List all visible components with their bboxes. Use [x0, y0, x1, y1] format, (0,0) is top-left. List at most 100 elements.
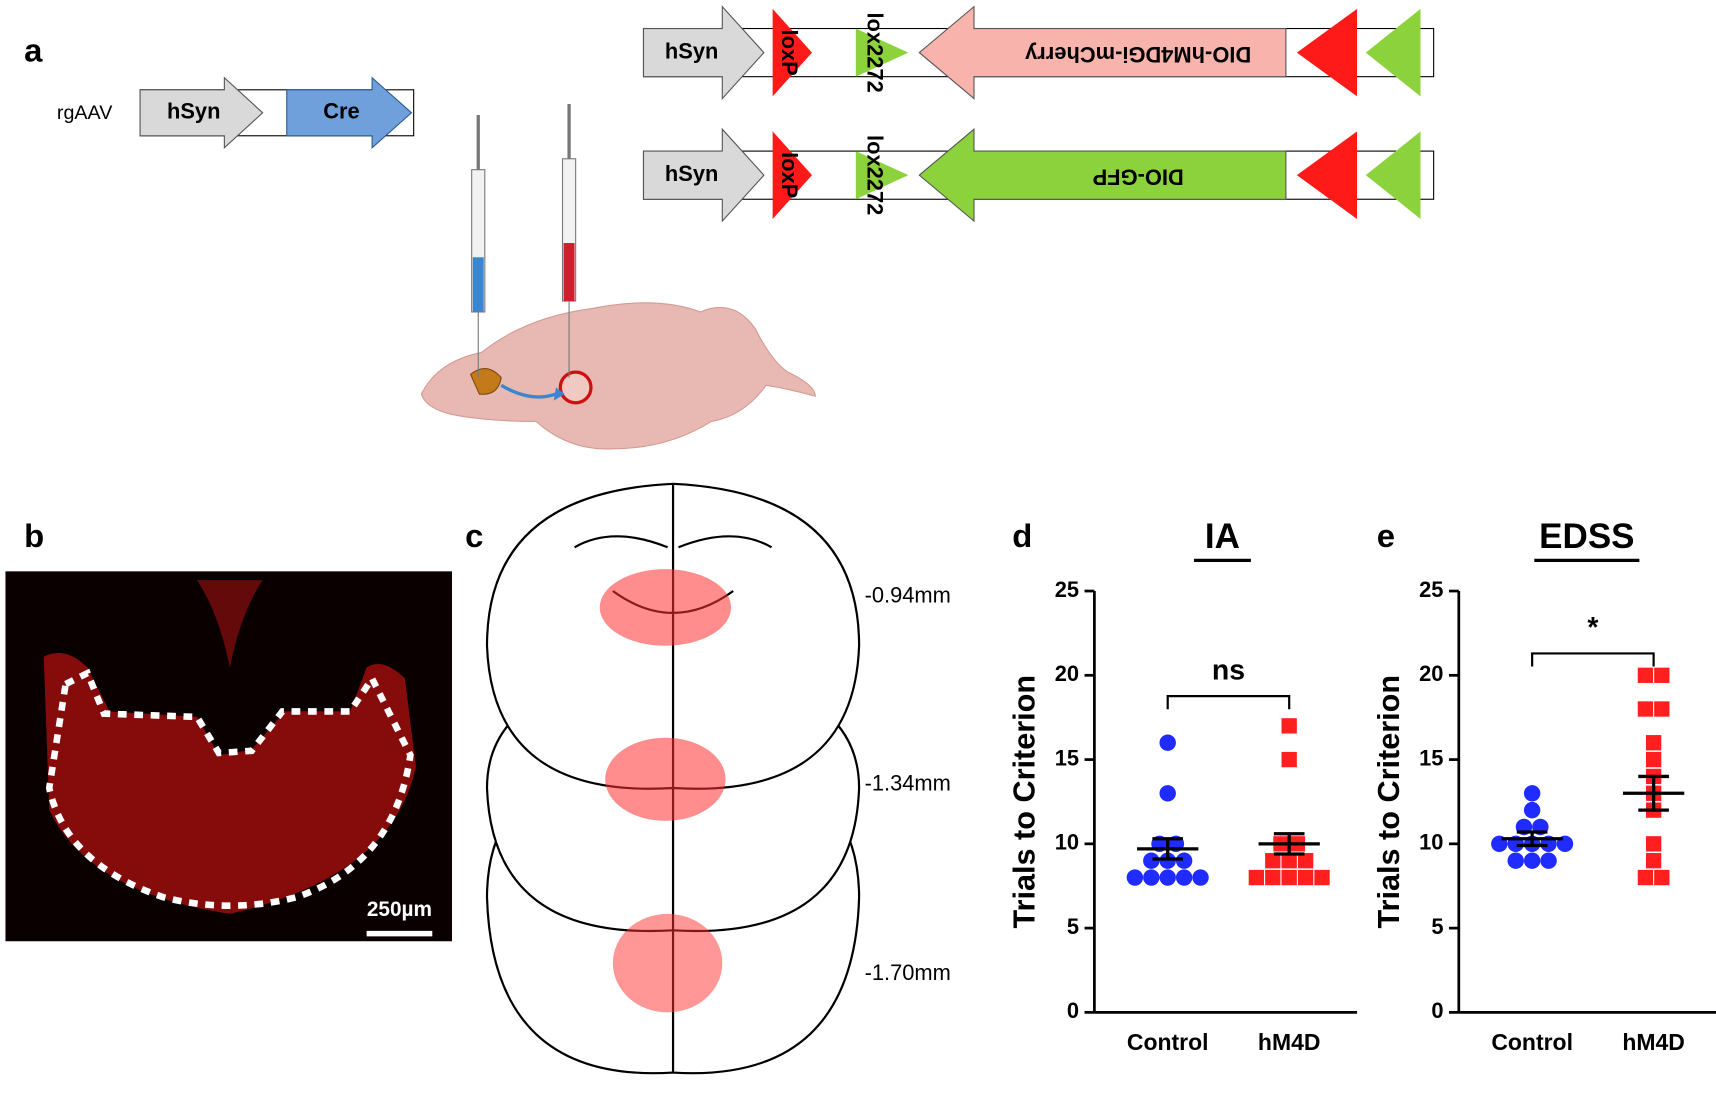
chart-title: IA — [1205, 517, 1240, 556]
injection-area — [612, 913, 723, 1013]
data-point — [1523, 785, 1541, 802]
y-tick-label: 0 — [1067, 998, 1079, 1023]
fluorescence — [196, 580, 263, 668]
construct-2: hSyn loxP lox2272 DIO-GFP — [642, 127, 1435, 223]
lox2272-text: lox2272 — [863, 135, 888, 215]
y-tick-label: 20 — [1419, 661, 1443, 686]
y-tick-label: 15 — [1055, 745, 1079, 770]
panel-label: b — [24, 517, 44, 554]
y-tick-label: 15 — [1419, 745, 1443, 770]
brain-illustration — [420, 104, 816, 450]
panel-label: c — [465, 517, 483, 554]
data-point — [1281, 718, 1297, 734]
y-axis-label: Trials to Criterion — [1008, 675, 1042, 929]
projection-arrow — [500, 383, 557, 399]
injection-area — [605, 737, 726, 821]
promoter-text: hSyn — [665, 161, 718, 186]
y-tick-label: 0 — [1431, 998, 1443, 1023]
panel-label: d — [1012, 517, 1032, 554]
loxp-site — [772, 8, 813, 97]
y-tick-label: 25 — [1419, 577, 1443, 602]
data-point — [1637, 667, 1654, 683]
insert-arrow — [918, 5, 1287, 100]
target-region — [558, 370, 593, 405]
cre-arrow — [286, 76, 413, 150]
promoter-arrow — [642, 5, 765, 100]
data-point — [1159, 869, 1176, 886]
significance-label: * — [1587, 612, 1599, 644]
data-point — [1654, 667, 1670, 683]
brain — [420, 302, 816, 450]
data-point — [1192, 869, 1209, 886]
significance-bracket — [1166, 695, 1291, 710]
data-point — [1314, 869, 1330, 886]
data-point — [1637, 701, 1654, 717]
loxp-text: loxP — [777, 29, 802, 75]
y-tick-label: 10 — [1055, 830, 1079, 855]
data-point — [1645, 853, 1662, 869]
data-point — [1523, 852, 1541, 869]
scale-bar-text: 250µm — [367, 898, 432, 921]
data-point — [1281, 869, 1297, 886]
loxp-site — [1296, 131, 1358, 219]
data-point — [1281, 751, 1297, 768]
x-tick-label: hM4D — [1258, 1029, 1321, 1055]
promoter-text: hSyn — [665, 38, 718, 63]
section-label: -1.70mm — [865, 960, 951, 985]
data-point — [1654, 869, 1670, 886]
syringe-fill — [563, 243, 575, 302]
y-tick-label: 25 — [1055, 577, 1079, 602]
injection-area — [599, 569, 732, 646]
y-tick-label: 10 — [1419, 830, 1443, 855]
data-point — [1159, 734, 1176, 751]
x-tick-label: Control — [1127, 1029, 1209, 1055]
promoter-arrow — [642, 127, 765, 223]
data-point — [1265, 853, 1281, 869]
panel-label: a — [24, 31, 43, 68]
data-point — [1645, 735, 1662, 751]
fluorescence — [43, 653, 416, 914]
lox2272-site — [855, 151, 909, 200]
loxp-text: loxP — [777, 152, 802, 198]
data-point — [1297, 869, 1314, 886]
data-point — [1281, 853, 1297, 869]
data-point — [1265, 869, 1281, 886]
y-tick-label: 5 — [1067, 914, 1079, 939]
section-label: -1.34mm — [865, 771, 951, 796]
significance-bracket — [1531, 652, 1655, 667]
data-point — [1523, 801, 1541, 819]
data-point — [1507, 852, 1524, 869]
lox2272-text: lox2272 — [863, 12, 888, 92]
lox2272-site — [1365, 8, 1421, 97]
y-axis-label: Trials to Criterion — [1372, 675, 1406, 929]
data-point — [1159, 852, 1176, 869]
lox2272-site — [855, 28, 909, 77]
data-point — [1297, 853, 1314, 869]
data-point — [1143, 852, 1160, 869]
insert-text: DIO-hM4DGi-mCherry — [1024, 42, 1251, 67]
insert-arrow — [918, 128, 1287, 223]
chart-title: EDSS — [1539, 517, 1634, 556]
region-outline — [45, 668, 414, 909]
x-tick-label: Control — [1491, 1029, 1573, 1055]
loxp-site — [1296, 8, 1358, 97]
data-point — [1159, 785, 1176, 802]
panel-label: e — [1377, 517, 1395, 554]
arrow-head — [553, 387, 565, 401]
cre-text: Cre — [323, 99, 359, 124]
data-point — [1637, 869, 1654, 886]
data-point — [1645, 836, 1662, 852]
y-tick-label: 20 — [1055, 661, 1079, 686]
loxp-site — [772, 131, 813, 219]
data-point — [1645, 751, 1662, 768]
data-point — [1654, 701, 1670, 717]
section-label: -0.94mm — [865, 582, 951, 607]
significance-label: ns — [1212, 655, 1245, 687]
data-point — [1175, 852, 1193, 869]
lox2272-site — [1365, 131, 1421, 219]
syringe-fill — [472, 257, 484, 312]
vector-label: rgAAV — [57, 102, 113, 124]
y-tick-label: 5 — [1431, 914, 1443, 939]
x-tick-label: hM4D — [1622, 1029, 1685, 1055]
